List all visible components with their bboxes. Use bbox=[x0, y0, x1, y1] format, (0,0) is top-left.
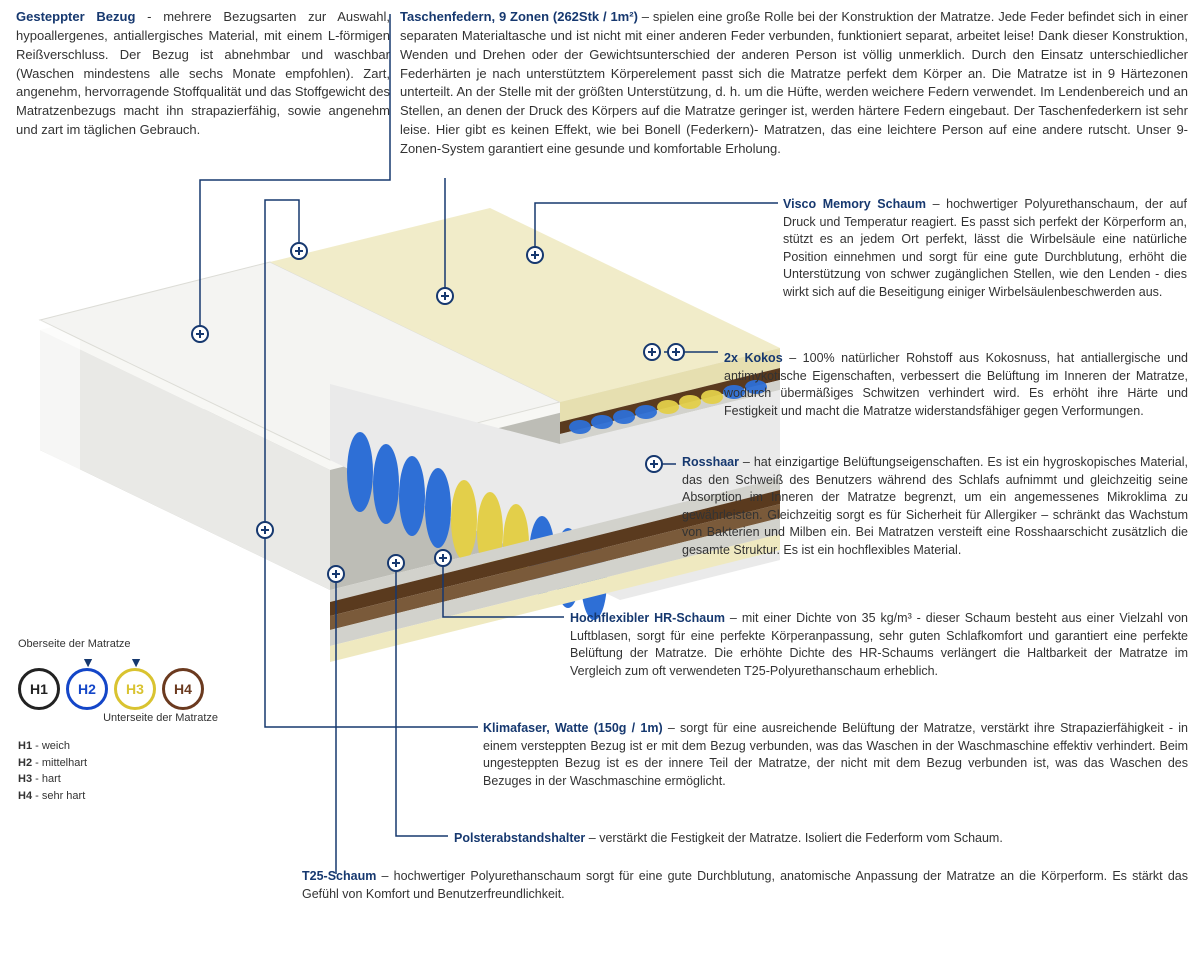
section-klima: Klimafaser, Watte (150g / 1m) – sorgt fü… bbox=[483, 720, 1188, 790]
section-polster-title: Polsterabstandshalter bbox=[454, 831, 585, 845]
section-rosshaar-title: Rosshaar bbox=[682, 455, 739, 469]
firmness-legend: Oberseite der Matratze ▼ ▼ H1 H2 H3 H4 U… bbox=[18, 638, 278, 804]
section-t25-body: – hochwertiger Polyurethanschaum sorgt f… bbox=[302, 869, 1188, 901]
section-polster: Polsterabstandshalter – verstärkt die Fe… bbox=[454, 830, 1188, 848]
section-kokos-title: 2x Kokos bbox=[724, 351, 783, 365]
firmness-h1: H1 bbox=[18, 668, 60, 710]
legend-top-label: Oberseite der Matratze bbox=[18, 638, 278, 650]
section-visco-body: – hochwertiger Polyurethanschaum, der au… bbox=[783, 197, 1187, 299]
legend-bottom-label: Unterseite der Matratze bbox=[18, 712, 218, 724]
legend-key: H1 - weich H2 - mittelhart H3 - hart H4 … bbox=[18, 738, 278, 804]
section-kokos: 2x Kokos – 100% natürlicher Rohstoff aus… bbox=[724, 350, 1188, 420]
firmness-h3: H3 bbox=[114, 668, 156, 710]
section-hr: Hochflexibler HR-Schaum – mit einer Dich… bbox=[570, 610, 1188, 680]
firmness-h2: H2 bbox=[66, 668, 108, 710]
firmness-h4: H4 bbox=[162, 668, 204, 710]
section-polster-body: – verstärkt die Festigkeit der Matratze.… bbox=[585, 831, 1003, 845]
section-klima-title: Klimafaser, Watte (150g / 1m) bbox=[483, 721, 663, 735]
infographic-root: Gesteppter Bezug - mehrere Bezugsarten z… bbox=[0, 0, 1200, 958]
section-t25-title: T25-Schaum bbox=[302, 869, 376, 883]
section-kokos-body: – 100% natürlicher Rohstoff aus Kokosnus… bbox=[724, 351, 1188, 418]
section-rosshaar: Rosshaar – hat einzigartige Belüftungsei… bbox=[682, 454, 1188, 559]
section-hr-title: Hochflexibler HR-Schaum bbox=[570, 611, 725, 625]
section-visco-title: Visco Memory Schaum bbox=[783, 197, 926, 211]
section-rosshaar-body: – hat einzigartige Belüftungseigenschaft… bbox=[682, 455, 1188, 557]
section-visco: Visco Memory Schaum – hochwertiger Polyu… bbox=[783, 196, 1187, 301]
section-t25: T25-Schaum – hochwertiger Polyurethansch… bbox=[302, 868, 1188, 903]
